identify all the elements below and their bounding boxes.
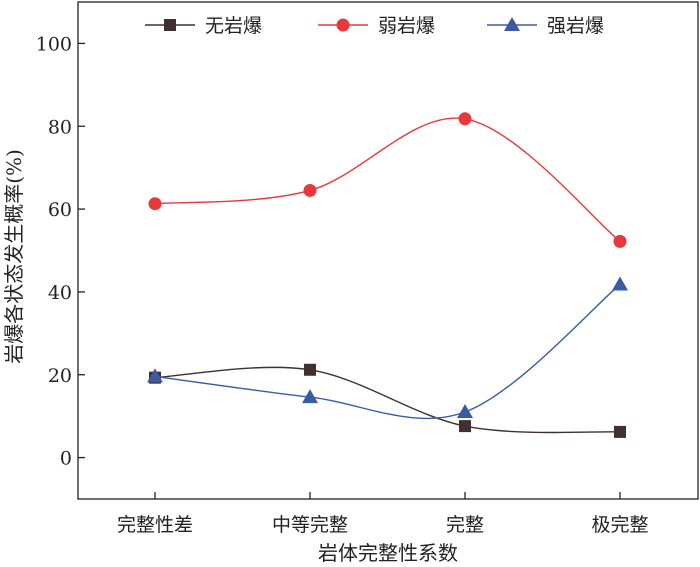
legend-marker <box>504 17 520 31</box>
legend: 无岩爆 弱岩爆 强岩爆 <box>145 15 604 37</box>
y-tick-label: 40 <box>48 282 72 304</box>
legend-entry: 强岩爆 <box>487 15 604 37</box>
series-line <box>154 283 621 420</box>
series-0 <box>149 363 626 438</box>
legend-marker <box>336 18 350 32</box>
legend-label: 弱岩爆 <box>378 15 435 37</box>
x-tick-label: 完整性差 <box>117 514 193 536</box>
x-axis-title: 岩体完整性系数 <box>318 541 458 565</box>
legend-label: 强岩爆 <box>547 15 604 37</box>
data-point <box>459 420 471 433</box>
data-point <box>148 197 162 211</box>
legend-entry: 无岩爆 <box>145 15 262 37</box>
data-point <box>613 234 627 248</box>
data-point <box>302 389 318 404</box>
x-tick-label: 极完整 <box>591 514 648 536</box>
data-point <box>458 112 472 126</box>
x-tick-label: 中等完整 <box>272 514 348 536</box>
axes: 0 20 40 60 80 100 完整性差 中等完整 完整 极完整 <box>36 1 699 536</box>
series-line <box>154 366 621 434</box>
x-tick-label: 完整 <box>446 514 484 536</box>
series-line <box>154 117 621 242</box>
series-1 <box>148 112 627 248</box>
y-tick-label: 100 <box>36 33 72 55</box>
data-point <box>457 404 473 419</box>
y-tick-label: 80 <box>48 116 72 138</box>
data-point <box>304 363 316 376</box>
plot-frame <box>77 1 699 500</box>
y-tick-label: 0 <box>60 448 72 470</box>
data-point <box>612 276 628 291</box>
series-layer <box>147 112 628 438</box>
y-axis-title: 岩爆各状态发生概率(%) <box>2 149 26 364</box>
legend-entry: 弱岩爆 <box>318 15 435 37</box>
legend-label: 无岩爆 <box>205 15 262 37</box>
y-tick-label: 60 <box>48 199 72 221</box>
data-point <box>614 425 626 438</box>
series-2 <box>147 276 628 420</box>
data-point <box>147 368 163 383</box>
y-tick-label: 20 <box>48 365 72 387</box>
legend-marker <box>164 19 176 31</box>
data-point <box>303 183 317 197</box>
